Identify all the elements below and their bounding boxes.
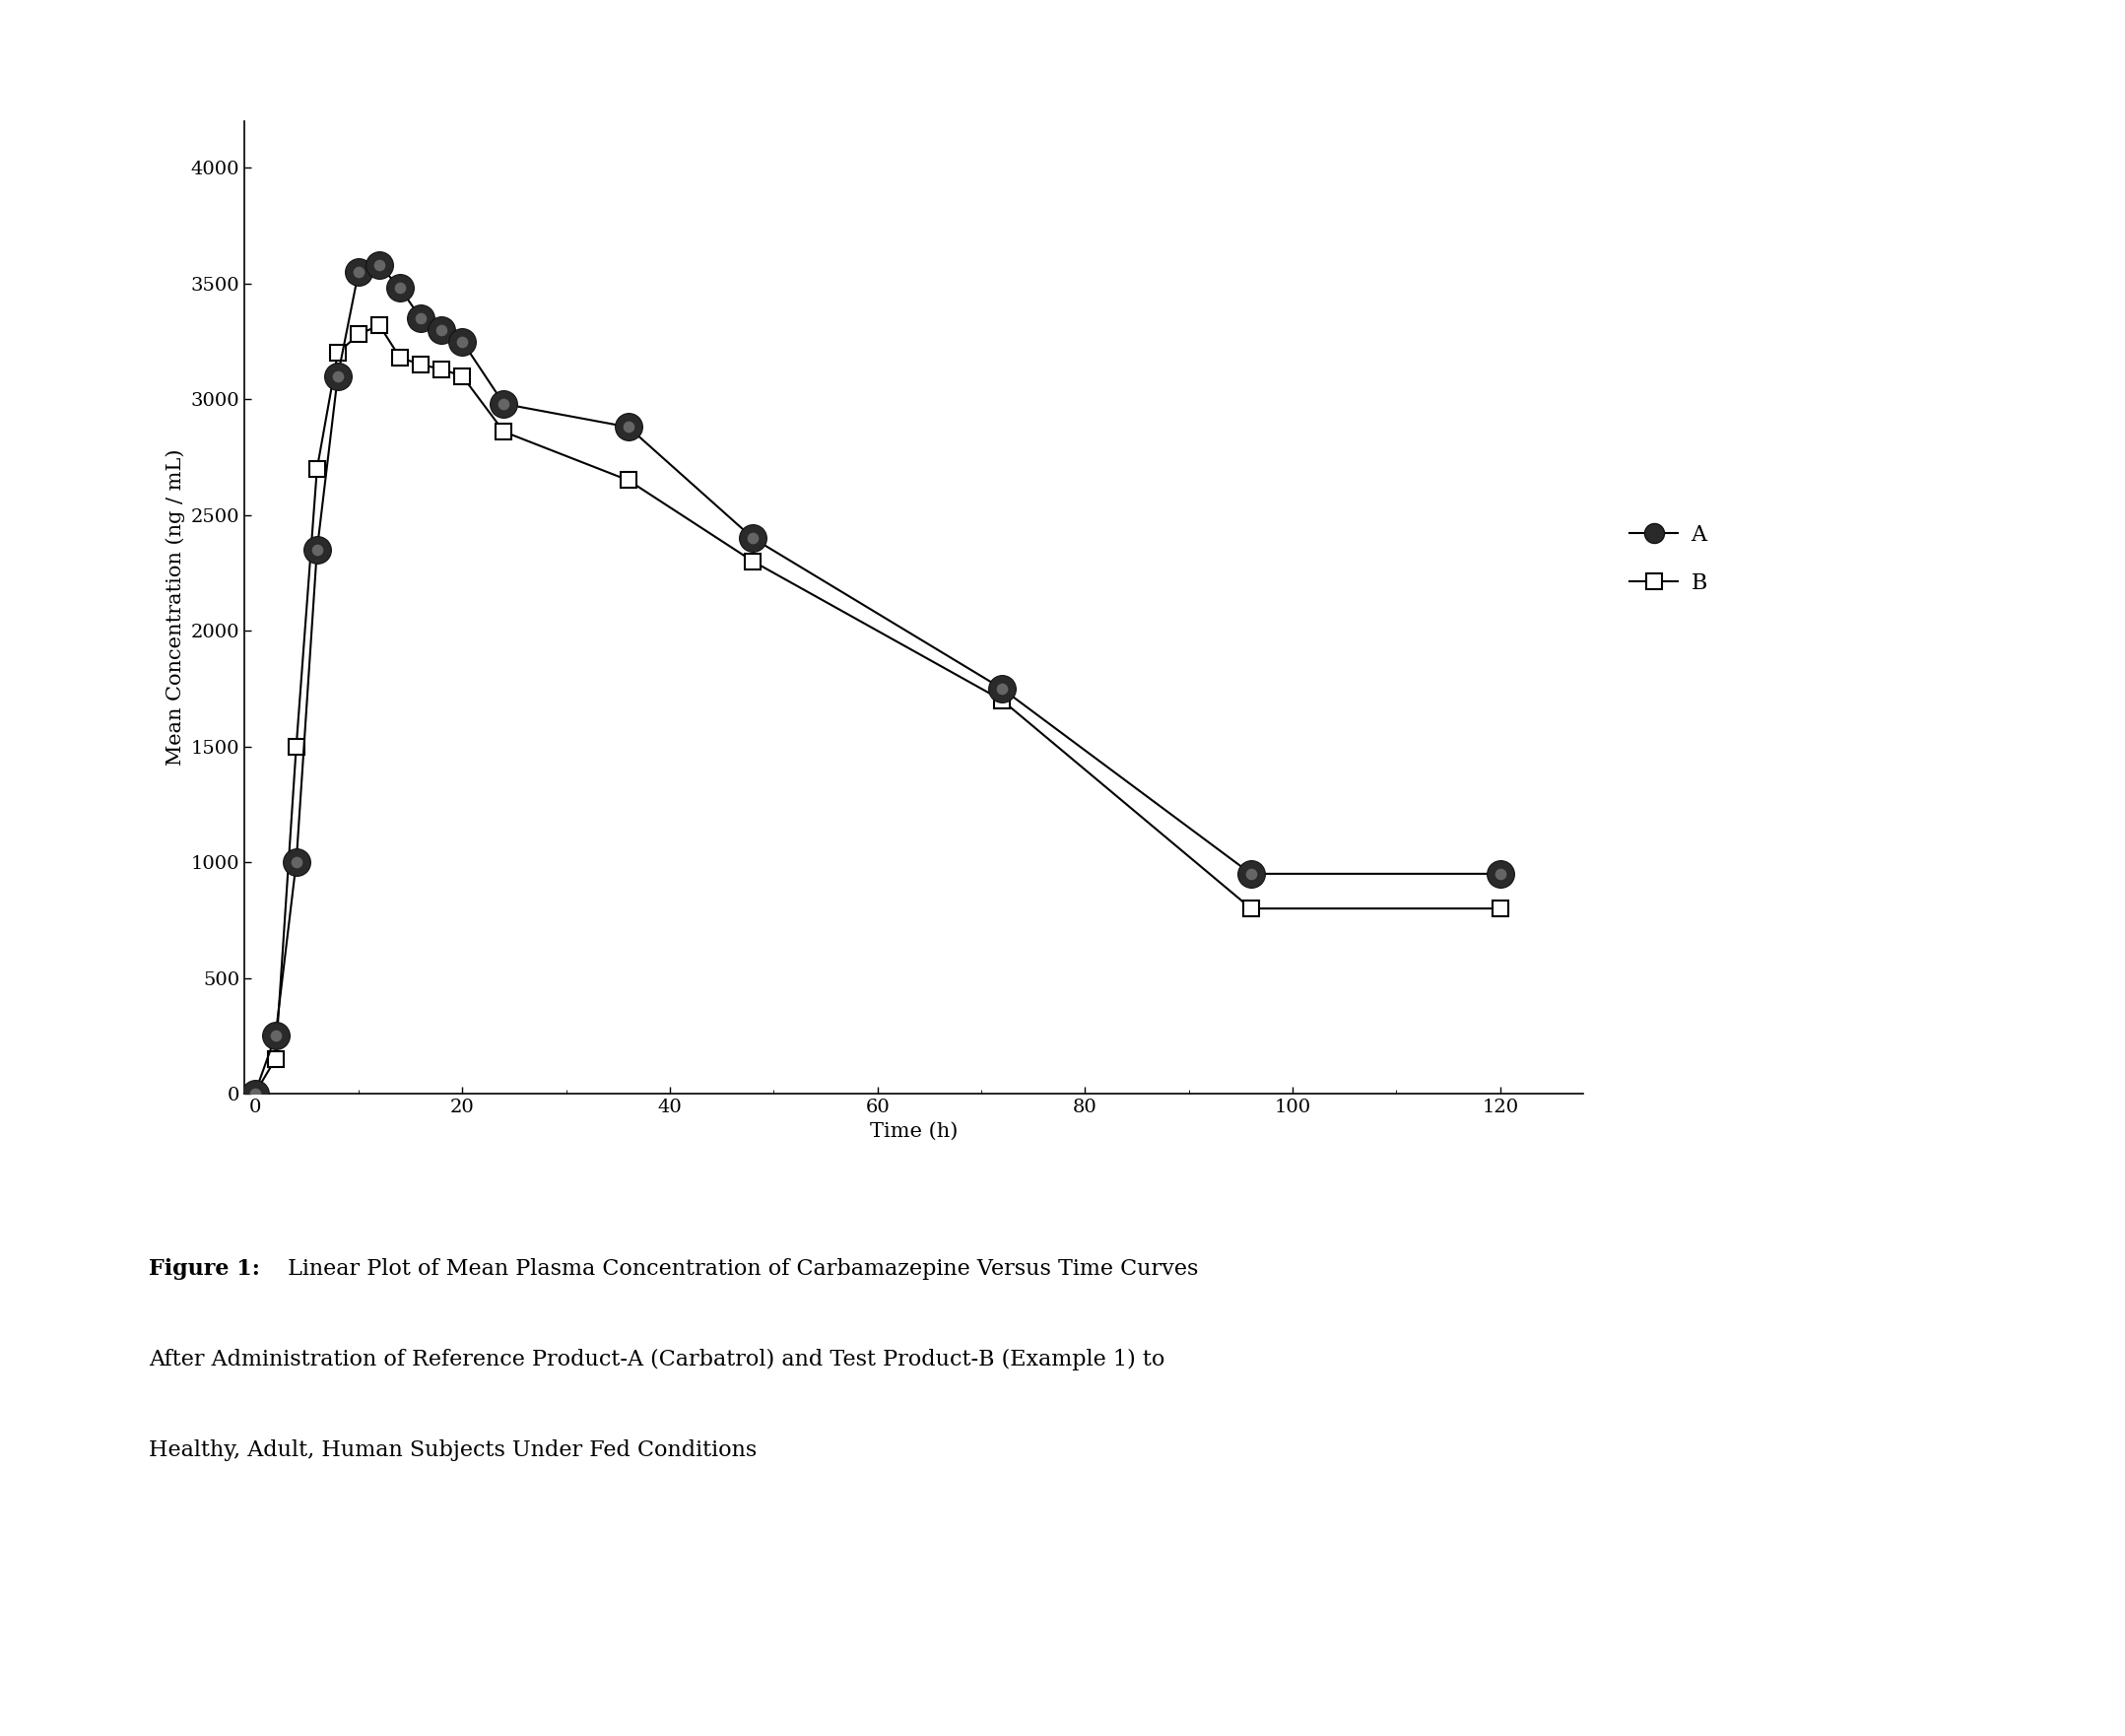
B [365, 314, 391, 335]
B [429, 359, 455, 380]
B [616, 470, 642, 491]
A [325, 366, 351, 387]
B [242, 1083, 268, 1104]
B [387, 347, 412, 368]
A [387, 278, 412, 299]
A [616, 417, 642, 437]
B [346, 325, 372, 345]
Text: Figure 1:: Figure 1: [149, 1259, 259, 1279]
X-axis label: Time (h): Time (h) [869, 1121, 958, 1141]
Line: A: A [240, 252, 1513, 1108]
A [283, 852, 308, 873]
Legend: A, B: A, B [1621, 516, 1715, 602]
A [491, 394, 516, 415]
B [990, 689, 1016, 710]
A [365, 255, 391, 276]
B [325, 342, 351, 363]
B [304, 458, 329, 479]
A [990, 679, 1016, 700]
A [408, 307, 434, 328]
B [1488, 898, 1513, 918]
A [450, 332, 476, 352]
Text: Linear Plot of Mean Plasma Concentration of Carbamazepine Versus Time Curves: Linear Plot of Mean Plasma Concentration… [280, 1259, 1198, 1279]
B [408, 354, 434, 375]
A [1488, 863, 1513, 884]
A [346, 262, 372, 283]
B [491, 422, 516, 443]
Text: Healthy, Adult, Human Subjects Under Fed Conditions: Healthy, Adult, Human Subjects Under Fed… [149, 1439, 756, 1460]
A [304, 540, 329, 561]
A [242, 1083, 268, 1104]
Y-axis label: Mean Concentration (ng / mL): Mean Concentration (ng / mL) [166, 450, 185, 766]
A [264, 1026, 289, 1047]
B [1239, 898, 1264, 918]
Line: B: B [247, 318, 1507, 1101]
A [429, 319, 455, 340]
Text: After Administration of Reference Product-A (Carbatrol) and Test Product-B (Exam: After Administration of Reference Produc… [149, 1349, 1164, 1371]
B [450, 366, 476, 387]
B [740, 550, 765, 571]
B [264, 1049, 289, 1069]
A [740, 528, 765, 549]
B [283, 736, 308, 757]
A [1239, 863, 1264, 884]
